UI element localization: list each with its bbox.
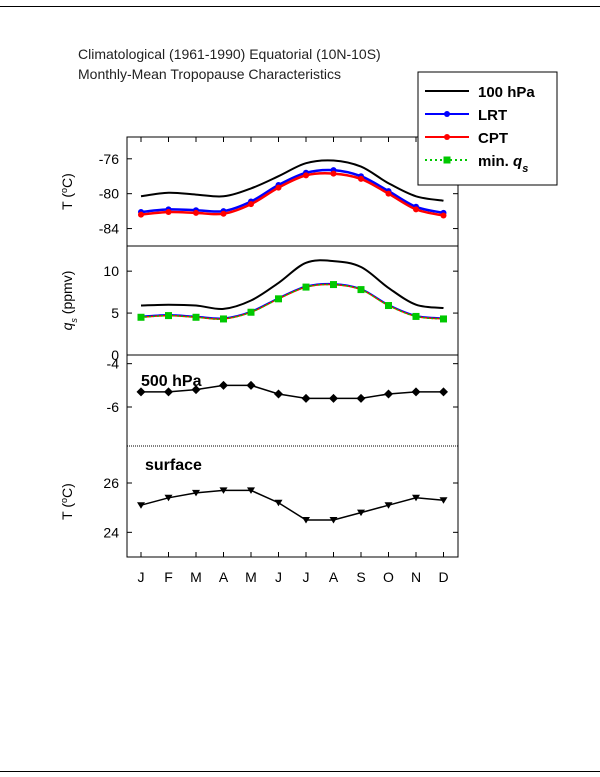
data-point-surface (302, 517, 310, 524)
legend-swatch-marker (444, 134, 450, 140)
data-point-500hpa (246, 380, 256, 390)
data-point-surface (357, 509, 365, 517)
legend-label-minqs: min. qs (478, 153, 528, 175)
x-tick-label: D (438, 569, 448, 585)
data-point-surface (219, 487, 228, 494)
x-tick-label: A (219, 569, 229, 585)
x-tick-label: M (190, 569, 202, 585)
data-point-cpt-temp (193, 209, 199, 216)
panel-label-surface: surface (145, 457, 202, 474)
data-point-cpt-temp (220, 210, 227, 217)
data-point-cpt-temp (358, 175, 364, 182)
data-point-minqs (302, 283, 310, 291)
data-point-surface (439, 497, 448, 504)
data-point-cpt-temp (413, 206, 419, 213)
data-point-minqs (412, 312, 420, 320)
x-tick-label: J (303, 569, 310, 585)
data-point-500hpa (136, 387, 146, 397)
data-point-cpt-temp (165, 208, 172, 215)
panel-label-500hpa: 500 hPa (141, 373, 202, 390)
series-line-100hpa-qs (140, 259, 444, 311)
x-tick-label: A (329, 569, 339, 585)
legend-label-p100: 100 hPa (478, 84, 535, 101)
y-tick-label: 5 (111, 305, 119, 321)
data-point-minqs (165, 312, 172, 320)
y-axis-label-qs: qs (ppmv) (59, 271, 79, 331)
y-tick-label: -4 (107, 356, 120, 372)
series-line-cpt-qs (140, 283, 444, 320)
data-point-cpt-temp (248, 201, 254, 208)
series-line-lrt-temp (140, 168, 444, 215)
y-axis-label-temperature: T (oC) (59, 173, 75, 210)
x-tick-label: J (138, 569, 145, 585)
data-point-cpt-temp (303, 172, 309, 179)
data-point-surface (192, 489, 200, 497)
y-tick-label: 0 (111, 347, 119, 363)
x-tick-label: O (383, 569, 394, 585)
data-point-500hpa (219, 380, 228, 390)
data-point-minqs (330, 281, 337, 289)
y-tick-label: -6 (107, 399, 120, 415)
series-line-surface (140, 489, 444, 521)
x-tick-label: N (411, 569, 421, 585)
data-point-minqs (440, 315, 447, 323)
data-point-minqs (247, 308, 255, 316)
data-point-500hpa (329, 393, 338, 403)
x-tick-label: M (245, 569, 257, 585)
series-line-500hpa (141, 384, 444, 400)
x-tick-label: J (275, 569, 282, 585)
plot-frame (126, 136, 459, 558)
data-point-cpt-temp (275, 184, 282, 191)
x-tick-label: S (356, 569, 365, 585)
data-point-cpt-temp (440, 212, 447, 219)
x-tick-label: F (164, 569, 173, 585)
data-point-500hpa (384, 389, 393, 399)
data-point-surface (274, 499, 283, 507)
data-point-500hpa (164, 387, 173, 397)
legend-label-cpt: CPT (478, 130, 508, 147)
data-point-cpt-temp (385, 190, 392, 197)
data-point-minqs (220, 315, 227, 323)
legend-swatch-marker (444, 111, 450, 117)
data-point-surface (164, 494, 173, 502)
data-point-500hpa (301, 393, 311, 403)
y-axis-label-surface: T (oC) (59, 483, 75, 520)
data-point-500hpa (191, 385, 201, 395)
series-line-minqs (140, 283, 444, 320)
legend-label-lrt: LRT (478, 107, 507, 124)
data-point-surface (329, 517, 338, 524)
y-tick-label: 24 (103, 524, 119, 540)
data-point-500hpa (411, 387, 421, 397)
chart-title-line2: Monthly-Mean Tropopause Characteristics (78, 66, 342, 82)
data-point-minqs (137, 313, 145, 321)
y-tick-label: -80 (99, 186, 119, 202)
data-point-minqs (275, 295, 282, 303)
data-point-surface (412, 494, 420, 502)
y-tick-label: 26 (103, 475, 119, 491)
data-point-500hpa (439, 387, 448, 397)
bottom-rule (0, 771, 600, 772)
data-point-cpt-temp (138, 211, 144, 218)
data-point-surface (247, 487, 255, 494)
data-point-cpt-temp (330, 170, 337, 177)
series-line-lrt-qs (140, 282, 444, 320)
series-line-100hpa-temp (140, 159, 444, 202)
y-tick-label: 10 (103, 263, 119, 279)
legend-swatch-marker (443, 156, 451, 164)
y-tick-label: -84 (99, 221, 119, 237)
data-point-surface (137, 502, 145, 509)
data-point-minqs (385, 302, 392, 310)
data-point-500hpa (356, 393, 366, 403)
data-point-surface (384, 502, 393, 509)
data-point-minqs (357, 286, 365, 294)
data-point-minqs (192, 313, 200, 321)
data-point-500hpa (274, 389, 283, 399)
top-rule (0, 6, 600, 7)
chart-title-line1: Climatological (1961-1990) Equatorial (1… (78, 46, 381, 62)
y-tick-label: -76 (99, 151, 119, 167)
